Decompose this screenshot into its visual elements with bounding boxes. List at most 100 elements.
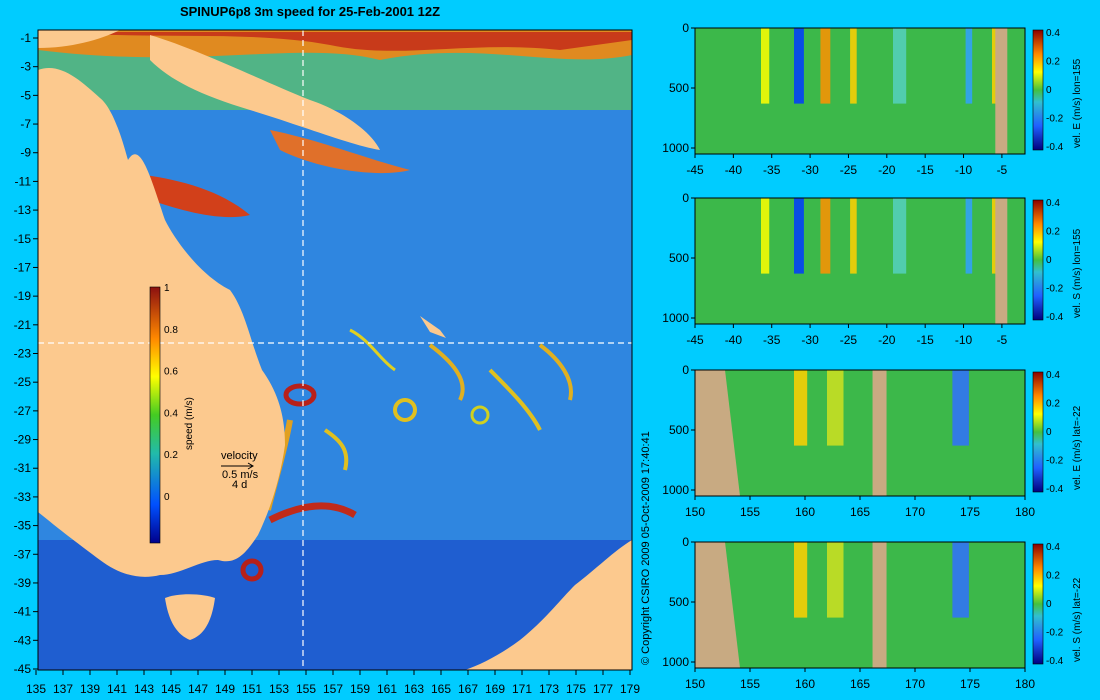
map-y-tick-label: -45: [14, 662, 32, 676]
section-x-tick-label: 170: [905, 677, 925, 691]
velocity-key-speed: 0.5 m/s: [222, 469, 259, 481]
land-masses: [38, 30, 632, 670]
velocity-key-scale: 4 d: [232, 479, 247, 491]
section-colorbar-tick-label: 0: [1046, 85, 1052, 96]
section-y-tick-label: 1000: [662, 483, 689, 497]
section-panels: -45 -40 -35 -30 -25 -20 -15 -10 -5 0 500 1000 0.4 0.2…: [662, 21, 1083, 691]
section-land: [872, 370, 887, 496]
section-field: [695, 198, 1025, 324]
section-x-tick-label: -25: [840, 163, 858, 177]
section-x-tick-label: -45: [686, 333, 704, 347]
map-x-tick-label: 155: [296, 682, 316, 696]
section-x-tick-label: -35: [763, 163, 781, 177]
section-y-tick-label: 0: [682, 535, 689, 549]
map-y-tick-label: -29: [14, 433, 32, 447]
section-y-tick-label: 0: [682, 363, 689, 377]
section-feature: [827, 542, 844, 618]
section-panel-label: vel. E (m/s) lon=155: [1072, 58, 1083, 148]
map-y-tick-label: -13: [14, 203, 32, 217]
section-colorbar-tick-label: -0.2: [1046, 628, 1064, 639]
map-y-tick-label: -15: [14, 232, 32, 246]
section-x-tick-label: -25: [840, 333, 858, 347]
section-y-tick-label: 1000: [662, 655, 689, 669]
map-x-tick-label: 173: [539, 682, 559, 696]
speed-colorbar: [149, 286, 161, 544]
section-feature: [820, 198, 831, 274]
section-land: [695, 542, 740, 668]
section-colorbar-tick-label: -0.4: [1046, 142, 1064, 153]
section-x-tick-label: 175: [960, 677, 980, 691]
map-y-tick-label: -43: [14, 633, 32, 647]
map-x-tick-label: 163: [404, 682, 424, 696]
map-x-tick-label: 143: [134, 682, 154, 696]
colorbar-tick-label: 0.2: [164, 450, 178, 461]
map-y-tick-label: -25: [14, 375, 32, 389]
section-y-tick-label: 1000: [662, 311, 689, 325]
section-x-tick-label: -10: [955, 163, 973, 177]
section-feature: [893, 198, 907, 274]
map-x-tick-label: 171: [512, 682, 532, 696]
map-y-tick-label: -27: [14, 404, 32, 418]
section-colorbar-tick-label: 0.4: [1046, 542, 1060, 553]
map-x-tick-label: 167: [458, 682, 478, 696]
colorbar-tick-label: 0.4: [164, 408, 178, 419]
colorbar-tick-label: 0.8: [164, 325, 178, 336]
section-y-tick-label: 500: [669, 81, 689, 95]
section-feature: [965, 28, 973, 104]
map-y-tick-label: -33: [14, 490, 32, 504]
section-x-tick-label: -20: [878, 333, 896, 347]
section-panel-label: vel. S (m/s) lon=155: [1072, 228, 1083, 318]
map-y-tick-label: -9: [20, 146, 31, 160]
section-y-tick-label: 500: [669, 251, 689, 265]
map-x-tick-label: 169: [485, 682, 505, 696]
map-x-tick-label: 139: [80, 682, 100, 696]
section-panel-label: vel. E (m/s) lat=-22: [1072, 405, 1083, 490]
section-colorbar-tick-label: 0.2: [1046, 227, 1060, 238]
section-x-tick-label: -15: [917, 163, 935, 177]
section-colorbar-tick-label: -0.4: [1046, 312, 1064, 323]
section-feature: [794, 28, 804, 104]
section-y-tick-label: 0: [682, 191, 689, 205]
section-x-tick-label: 160: [795, 677, 815, 691]
section-feature: [893, 28, 907, 104]
section-land: [995, 28, 1008, 154]
map-y-tick-label: -37: [14, 547, 32, 561]
section-colorbar-tick-label: -0.4: [1046, 484, 1064, 495]
section-x-tick-label: 180: [1015, 677, 1035, 691]
section-field: [695, 28, 1025, 154]
section-x-tick-label: -20: [878, 163, 896, 177]
map-x-tick-label: 157: [323, 682, 343, 696]
section-y-tick-label: 500: [669, 595, 689, 609]
section-colorbar-tick-label: -0.2: [1046, 284, 1064, 295]
map-y-tick-label: -39: [14, 576, 32, 590]
section-colorbar: [1032, 29, 1044, 151]
colorbar-tick-label: 0: [164, 492, 170, 503]
map-x-tick-label: 177: [593, 682, 613, 696]
section-panel-label: vel. S (m/s) lat=-22: [1072, 577, 1083, 662]
section-panel-2: -45 -40 -35 -30 -25 -20 -15 -10 -5 0 500 1000 0.4 0.2…: [662, 191, 1083, 347]
section-y-tick-label: 1000: [662, 141, 689, 155]
section-feature: [952, 370, 969, 446]
section-colorbar-tick-label: -0.2: [1046, 456, 1064, 467]
section-feature: [850, 28, 857, 104]
section-x-tick-label: 150: [685, 677, 705, 691]
section-x-tick-label: 175: [960, 505, 980, 519]
section-y-tick-label: 500: [669, 423, 689, 437]
map-x-tick-label: 141: [107, 682, 127, 696]
section-colorbar: [1032, 199, 1044, 321]
speed-map: 135 137 139 141 143 145 147 149 151 153 155 157 159 1…: [14, 29, 640, 696]
section-colorbar-tick-label: 0: [1046, 427, 1052, 438]
section-field: [695, 542, 1025, 668]
section-colorbar-tick-label: 0.4: [1046, 370, 1060, 381]
section-y-tick-label: 0: [682, 21, 689, 35]
section-land: [695, 370, 740, 496]
map-title: SPINUP6p8 3m speed for 25-Feb-2001 12Z: [179, 4, 441, 19]
section-feature: [761, 28, 770, 104]
section-colorbar: [1032, 371, 1044, 493]
section-x-tick-label: 155: [740, 505, 760, 519]
section-x-tick-label: -30: [801, 163, 819, 177]
section-panel-4: 150 155 160 165 170 175 180 0 500 1000 0.4 0.2 0 -0.2…: [662, 535, 1083, 691]
section-x-tick-label: -5: [997, 163, 1008, 177]
section-x-tick-label: -45: [686, 163, 704, 177]
map-y-tick-label: -7: [20, 117, 31, 131]
